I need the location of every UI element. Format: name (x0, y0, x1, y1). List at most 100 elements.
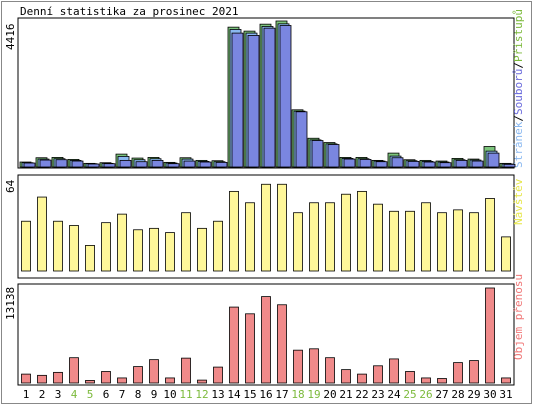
bar-souborů-day-7 (119, 159, 132, 168)
x-label-day-22: 22 (355, 388, 368, 401)
bar-souborů-day-28 (455, 159, 468, 168)
bar-návštěv-day-23 (373, 203, 383, 272)
panel-visits-legend: Návštěv (512, 178, 525, 225)
x-label-day-18: 18 (291, 388, 304, 401)
bar-objem-přenosu-day-29 (469, 360, 479, 384)
bar-souborů-day-6 (103, 163, 116, 168)
x-label-day-16: 16 (259, 388, 272, 401)
bar-souborů-day-31 (503, 163, 516, 168)
x-label-day-10: 10 (163, 388, 176, 401)
bar-návštěv-day-24 (389, 210, 399, 272)
legend-access: Přístupů (512, 9, 525, 62)
bar-návštěv-day-22 (357, 190, 367, 272)
bar-návštěv-day-20 (325, 202, 335, 272)
x-label-day-14: 14 (227, 388, 241, 401)
panel-visits: 64 Návštěv (4, 174, 525, 279)
x-label-day-27: 27 (435, 388, 448, 401)
x-label-day-25: 25 (403, 388, 416, 401)
x-label-day-8: 8 (135, 388, 142, 401)
x-axis-day-labels: 1 2 3 4 5 6 7 8 9 10 11 12 13 14 15 16 17 18 19 20 21 22 23 24 2… (23, 388, 513, 401)
x-label-day-30: 30 (483, 388, 496, 401)
bar-souborů-day-21 (343, 158, 356, 168)
bar-objem-přenosu-day-2 (37, 374, 47, 384)
bar-návštěv-day-10 (165, 232, 175, 272)
bar-objem-přenosu-day-4 (69, 357, 79, 384)
bar-objem-přenosu-day-8 (133, 366, 143, 384)
bar-souborů-day-2 (39, 159, 52, 168)
bar-návštěv-day-1 (21, 220, 31, 272)
bar-objem-přenosu-day-13 (213, 366, 223, 384)
panel-visits-bars (21, 183, 511, 272)
bar-objem-přenosu-day-5 (85, 380, 95, 384)
bar-návštěv-day-28 (453, 209, 463, 272)
bar-souborů-day-19 (311, 140, 324, 168)
x-label-day-29: 29 (467, 388, 480, 401)
bar-návštěv-day-16 (261, 183, 271, 272)
x-label-day-24: 24 (387, 388, 401, 401)
bar-objem-přenosu-day-15 (245, 313, 255, 384)
x-label-day-2: 2 (39, 388, 46, 401)
bar-objem-přenosu-day-16 (261, 296, 271, 384)
x-label-day-3: 3 (55, 388, 62, 401)
x-label-day-15: 15 (243, 388, 256, 401)
x-label-day-11: 11 (179, 388, 192, 401)
x-label-day-20: 20 (323, 388, 336, 401)
x-label-day-4: 4 (71, 388, 78, 401)
x-label-day-5: 5 (87, 388, 94, 401)
x-label-day-21: 21 (339, 388, 352, 401)
panel-hits: 4416 Stránek/Souborů/Přístupů (4, 9, 525, 169)
bar-objem-přenosu-day-27 (437, 378, 447, 384)
bar-objem-přenosu-day-31 (501, 377, 511, 384)
legend-sep-1: / (512, 115, 525, 122)
bar-souborů-day-27 (439, 162, 452, 168)
bar-návštěv-day-31 (501, 236, 511, 272)
x-label-day-23: 23 (371, 388, 384, 401)
bar-návštěv-day-25 (405, 210, 415, 272)
x-label-day-7: 7 (119, 388, 126, 401)
panel-volume-bars (21, 287, 511, 384)
x-label-day-31: 31 (499, 388, 512, 401)
bar-objem-přenosu-day-9 (149, 359, 159, 384)
x-label-day-19: 19 (307, 388, 320, 401)
bar-souborů-day-17 (279, 25, 292, 168)
bar-návštěv-day-13 (213, 220, 223, 272)
bar-návštěv-day-6 (101, 222, 111, 272)
bar-návštěv-day-27 (437, 212, 447, 272)
legend-files: Souborů (512, 69, 525, 115)
x-label-day-13: 13 (211, 388, 224, 401)
bar-souborů-day-3 (55, 159, 68, 168)
bar-souborů-day-11 (183, 160, 196, 168)
bar-návštěv-day-2 (37, 196, 47, 272)
bar-objem-přenosu-day-17 (277, 304, 287, 384)
bar-návštěv-day-30 (485, 198, 495, 272)
bar-souborů-day-1 (23, 162, 36, 168)
x-label-day-26: 26 (419, 388, 432, 401)
bar-souborů-day-15 (247, 35, 260, 168)
bar-objem-přenosu-day-26 (421, 377, 431, 384)
bar-objem-přenosu-day-23 (373, 365, 383, 384)
bar-objem-přenosu-day-14 (229, 306, 239, 384)
panel-volume-legend: Objem přenosu (512, 274, 525, 360)
bar-souborů-day-20 (327, 144, 340, 168)
bar-objem-přenosu-day-28 (453, 362, 463, 384)
bar-návštěv-day-17 (277, 183, 287, 272)
bar-návštěv-day-18 (293, 212, 303, 272)
bar-objem-přenosu-day-6 (101, 371, 111, 384)
bar-souborů-day-22 (359, 158, 372, 168)
bar-objem-přenosu-day-3 (53, 371, 63, 384)
chart-title: Denní statistika za prosinec 2021 (20, 5, 239, 18)
bar-souborů-day-23 (375, 161, 388, 168)
bar-objem-přenosu-day-22 (357, 373, 367, 384)
bar-návštěv-day-21 (341, 193, 351, 272)
bar-objem-přenosu-day-10 (165, 377, 175, 384)
bar-souborů-day-26 (423, 161, 436, 168)
panel-volume-ymax-label: 13138 (4, 287, 17, 320)
x-label-day-9: 9 (151, 388, 158, 401)
panel-volume: 13138 Objem přenosu (4, 274, 525, 386)
x-label-day-17: 17 (275, 388, 288, 401)
panel-hits-legend: Stránek/Souborů/Přístupů (512, 9, 525, 168)
bar-objem-přenosu-day-24 (389, 358, 399, 384)
panel-hits-bars (19, 20, 516, 168)
